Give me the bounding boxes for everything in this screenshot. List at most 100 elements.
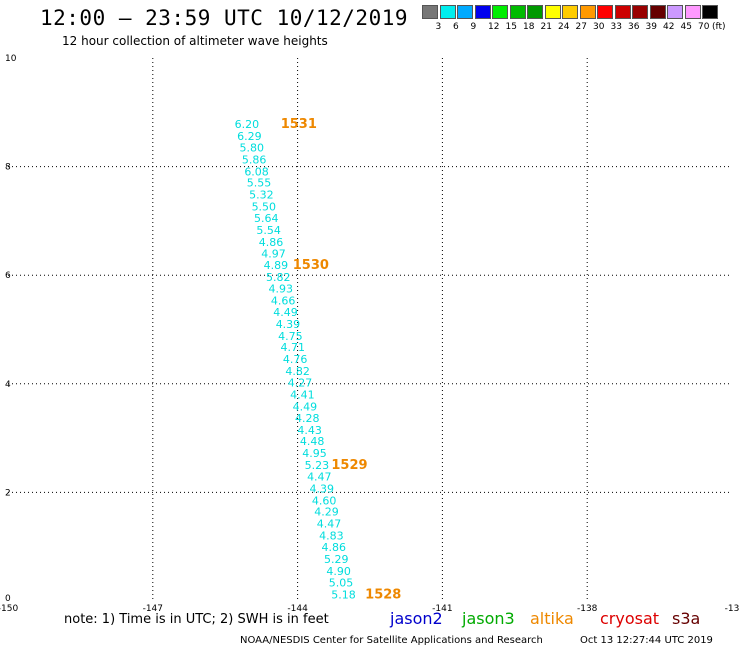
time-annotation: 1528	[365, 587, 401, 602]
legend-label: 45	[680, 22, 692, 32]
data-point-label: 4.41	[290, 388, 315, 401]
data-point-label: 5.05	[329, 576, 354, 589]
legend-label: 9	[470, 22, 477, 32]
x-tick-label: -138	[577, 604, 598, 614]
legend-label: 27	[575, 22, 587, 32]
chart-subtitle: 12 hour collection of altimeter wave hei…	[62, 34, 328, 48]
data-point-label: 4.86	[259, 236, 284, 249]
data-point-label: 4.39	[309, 482, 334, 495]
data-point-label: 4.29	[314, 506, 339, 519]
legend-swatch	[632, 5, 648, 19]
legend-swatch	[684, 5, 701, 19]
legend-swatch	[509, 5, 526, 19]
footer-credit: NOAA/NESDIS Center for Satellite Applica…	[240, 635, 543, 646]
chart-title: 12:00 – 23:59 UTC 10/12/2019	[40, 6, 409, 30]
data-point-label: 4.27	[288, 377, 313, 390]
data-point-label: 5.54	[256, 224, 281, 237]
legend-label: 30	[593, 22, 605, 32]
legend-swatch	[422, 5, 438, 19]
data-point-label: 4.82	[285, 365, 310, 378]
y-tick-label: 10	[5, 54, 17, 64]
legend-label: 15	[505, 22, 517, 32]
data-point-label: 4.47	[317, 518, 342, 531]
data-point-label: 4.66	[271, 295, 296, 308]
legend-label: 39	[645, 22, 657, 32]
legend-swatch	[562, 5, 578, 19]
legend-swatch	[474, 5, 491, 19]
data-point-label: 6.29	[237, 130, 262, 143]
legend-label: 42	[663, 22, 675, 32]
time-annotation: 1529	[331, 458, 367, 473]
legend-label: 36	[628, 22, 640, 32]
footer-timestamp: Oct 13 12:27:44 UTC 2019	[580, 635, 713, 646]
data-point-label: 5.80	[239, 141, 264, 154]
legend-swatch	[702, 5, 718, 19]
x-tick-label: -13	[725, 604, 740, 614]
data-point-label: 4.60	[312, 494, 337, 507]
x-tick-label: -144	[287, 604, 308, 614]
data-point-label: 4.43	[297, 424, 322, 437]
data-point-label: 5.32	[249, 189, 274, 202]
data-point-label: 4.47	[307, 470, 332, 483]
y-tick-label: 0	[5, 594, 11, 604]
data-point-label: 4.86	[322, 541, 347, 554]
y-tick-label: 8	[5, 163, 11, 173]
legend-label: 3	[435, 22, 442, 32]
data-point-label: 5.23	[305, 459, 330, 472]
data-point-label: 5.18	[331, 588, 356, 601]
data-point-label: 4.49	[293, 400, 318, 413]
x-tick-label: -150	[0, 604, 18, 614]
data-point-label: 5.86	[242, 153, 267, 166]
time-annotation: 1531	[281, 117, 317, 132]
data-point-label: 4.89	[264, 259, 289, 272]
legend-label: 33	[610, 22, 622, 32]
legend-label: 6	[453, 22, 459, 32]
legend-label: 18	[523, 22, 535, 32]
satellite-altika: altika	[530, 609, 574, 628]
x-tick-label: -147	[143, 604, 163, 614]
data-point-label: 5.50	[252, 201, 277, 214]
legend-swatch	[579, 5, 596, 19]
data-point-label: 6.20	[235, 118, 260, 131]
data-point-label: 4.75	[278, 330, 303, 343]
satellite-jason2: jason2	[390, 609, 443, 628]
legend-label: 70	[698, 22, 710, 32]
data-point-label: 5.29	[324, 553, 349, 566]
y-tick-label: 2	[5, 488, 11, 498]
y-tick-label: 6	[5, 271, 11, 281]
data-point-label: 4.90	[326, 565, 351, 578]
x-tick-label: -141	[432, 604, 452, 614]
legend-label: 21	[540, 22, 552, 32]
legend-swatch	[457, 5, 473, 19]
legend-swatch	[544, 5, 561, 19]
legend-label: 24	[558, 22, 570, 32]
legend-swatch	[667, 5, 683, 19]
data-point-label: 4.48	[300, 435, 325, 448]
legend-swatch	[492, 5, 508, 19]
legend-label: 12	[488, 22, 500, 32]
note-text: note: 1) Time is in UTC; 2) SWH is in fe…	[64, 612, 329, 627]
data-point-label: 5.82	[266, 271, 291, 284]
legend-swatch	[614, 5, 631, 19]
legend-swatch	[439, 5, 456, 19]
data-point-label: 4.71	[281, 341, 306, 354]
data-point-label: 4.83	[319, 530, 344, 543]
data-point-label: 4.97	[261, 247, 286, 260]
data-point-label: 5.55	[247, 177, 272, 190]
data-point-label: 4.49	[273, 306, 298, 319]
data-point-label: 4.95	[302, 447, 327, 460]
satellite-cryosat: cryosat	[600, 609, 660, 628]
legend-swatch	[597, 5, 613, 19]
legend-swatch	[649, 5, 666, 19]
data-point-label: 4.76	[283, 353, 308, 366]
y-tick-label: 4	[5, 380, 11, 390]
time-annotation: 1530	[293, 258, 329, 273]
satellite-jason3: jason3	[462, 609, 515, 628]
legend-swatch	[527, 5, 543, 19]
data-point-label: 4.93	[268, 283, 293, 296]
data-point-label: 6.08	[244, 165, 269, 178]
satellite-s3a: s3a	[672, 609, 701, 628]
data-point-label: 4.28	[295, 412, 320, 425]
